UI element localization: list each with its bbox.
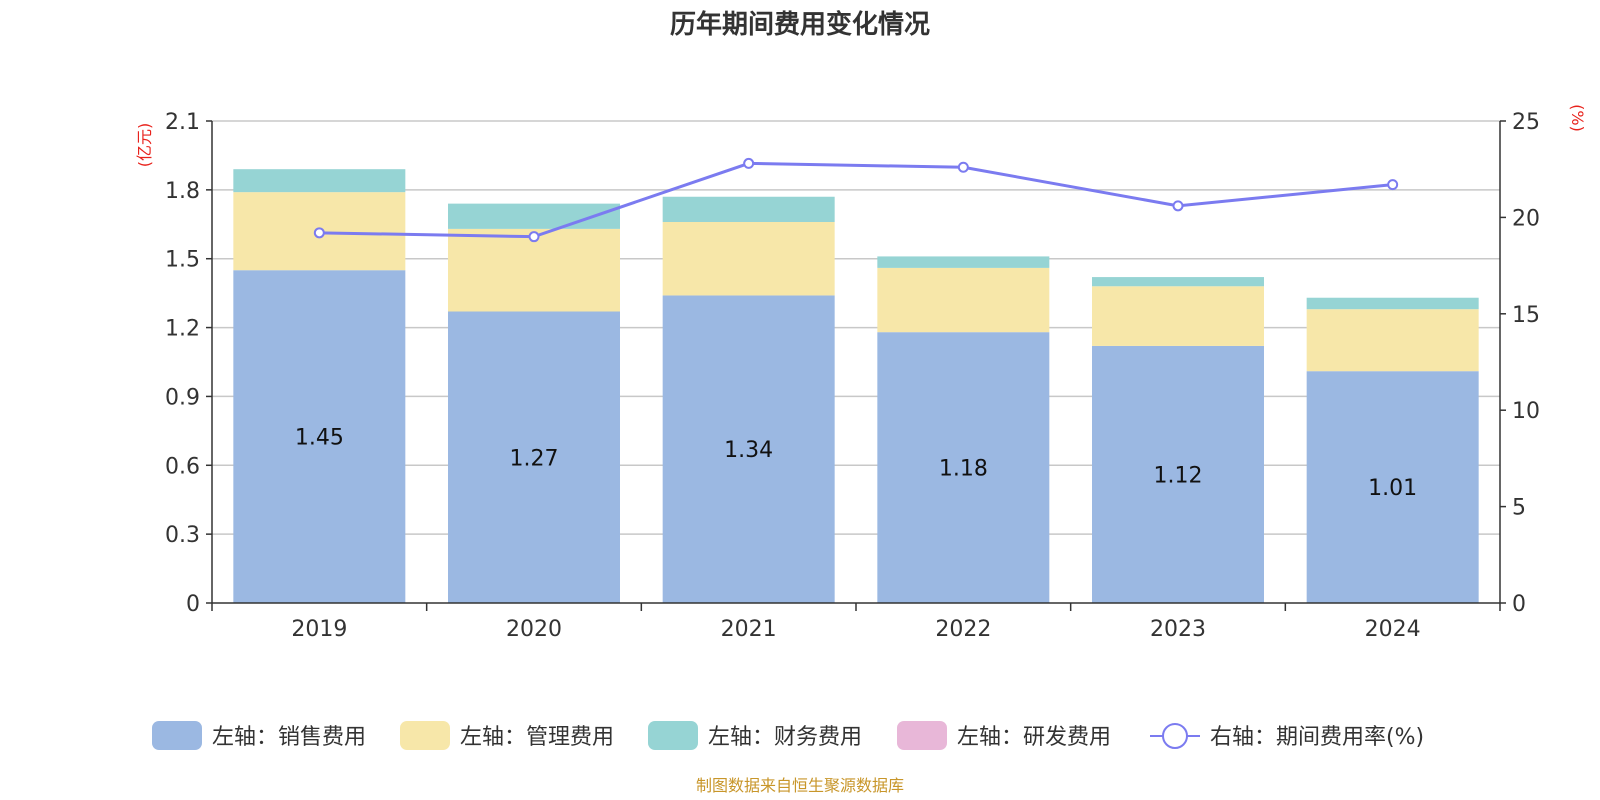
right-tick-label: 5: [1512, 496, 1526, 521]
bar-admin: [448, 228, 620, 312]
x-tick-label: 2023: [1150, 617, 1206, 642]
legend-label: 左轴：管理费用: [460, 725, 614, 750]
x-tick-label: 2019: [291, 617, 347, 642]
left-tick-label: 1.5: [165, 248, 200, 273]
legend-swatch-finance: [648, 721, 698, 750]
rate-point: [313, 227, 325, 239]
right-tick-label: 15: [1512, 303, 1540, 328]
bar-finance: [1092, 277, 1264, 287]
left-tick-label: 0.9: [165, 385, 200, 410]
legend: 左轴：销售费用 左轴：管理费用 左轴：财务费用 左轴：研发费用 右轴：期间费用率(%): [152, 721, 1424, 750]
label-layer: 1.45 1.27 1.34 1.18 1.12 1.01: [295, 426, 1417, 501]
bar-sales: [877, 332, 1050, 603]
bar-finance: [662, 196, 835, 222]
bar-data-label: 1.45: [295, 426, 344, 451]
left-tick-label: 0.3: [165, 523, 200, 548]
legend-swatch-sales: [152, 721, 202, 750]
bar-layer: [233, 169, 1479, 603]
line-layer: [313, 157, 1399, 243]
rate-point: [1172, 200, 1184, 212]
legend-label: 左轴：销售费用: [212, 725, 366, 750]
bar-sales: [448, 311, 620, 603]
bar-data-label: 1.34: [724, 438, 773, 463]
x-tick-label: 2020: [506, 617, 562, 642]
bar-sales: [233, 270, 406, 603]
right-axis-unit: (%): [1568, 104, 1587, 132]
legend-swatch-admin: [400, 721, 450, 750]
right-tick-label: 25: [1512, 110, 1540, 135]
bar-sales: [1306, 371, 1479, 603]
rate-point: [528, 231, 540, 243]
rate-line: [319, 161, 1393, 239]
left-tick-label: 0.6: [165, 454, 200, 479]
bar-data-label: 1.12: [1154, 463, 1203, 488]
axis-layer: 0 0.3 0.6 0.9 1.2 1.5 1.8 2.1 0 5 10 15 20 25 2019 2020…: [165, 110, 1540, 642]
right-tick-label: 10: [1512, 399, 1540, 424]
bar-finance: [233, 169, 406, 193]
rate-point: [1387, 179, 1399, 191]
bar-data-label: 1.27: [510, 446, 559, 471]
left-tick-label: 2.1: [165, 110, 200, 135]
legend-line-marker: [1162, 723, 1188, 749]
rate-point: [957, 161, 969, 173]
legend-label: 右轴：期间费用率(%): [1210, 725, 1424, 750]
left-tick-label: 1.8: [165, 179, 200, 204]
x-tick-label: 2021: [721, 617, 777, 642]
bar-sales: [1092, 345, 1264, 603]
bar-finance: [877, 256, 1050, 268]
bar-admin: [877, 267, 1050, 333]
right-tick-label: 0: [1512, 592, 1526, 617]
bar-admin: [1306, 309, 1479, 372]
right-tick-label: 20: [1512, 206, 1540, 231]
bar-admin: [1092, 286, 1264, 346]
legend-label: 左轴：研发费用: [957, 725, 1111, 750]
bar-data-label: 1.01: [1368, 476, 1417, 501]
source-note: 制图数据来自恒生聚源数据库: [696, 776, 904, 795]
rate-point: [743, 157, 755, 169]
x-tick-label: 2024: [1365, 617, 1421, 642]
left-tick-label: 1.2: [165, 317, 200, 342]
bar-data-label: 1.18: [939, 457, 988, 482]
chart-title: 历年期间费用变化情况: [670, 9, 930, 40]
left-axis-unit: (亿元): [135, 123, 154, 168]
x-tick-label: 2022: [935, 617, 991, 642]
bar-sales: [662, 295, 835, 603]
legend-swatch-rnd: [897, 721, 947, 750]
left-tick-label: 0: [186, 592, 200, 617]
legend-label: 左轴：财务费用: [708, 725, 862, 750]
bar-finance: [1306, 297, 1479, 310]
bar-admin: [662, 221, 835, 296]
grid-layer: [212, 120, 1500, 535]
